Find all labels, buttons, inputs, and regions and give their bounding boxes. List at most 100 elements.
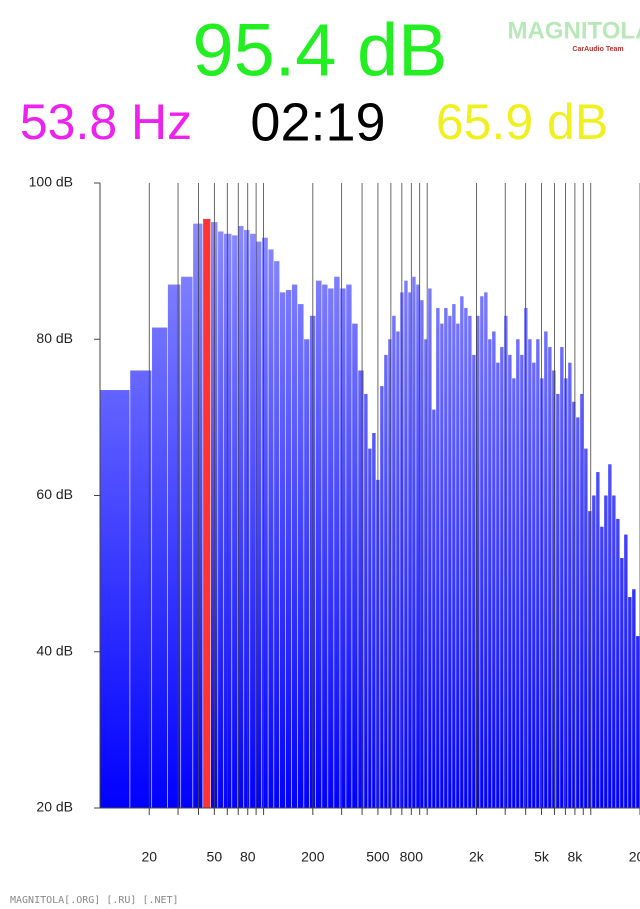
bar — [496, 362, 500, 808]
bar — [456, 323, 460, 808]
bar — [388, 339, 392, 808]
bar — [592, 495, 596, 808]
bar — [552, 370, 556, 808]
bar — [444, 308, 448, 808]
bar — [536, 339, 540, 808]
bar — [315, 280, 322, 808]
y-tick-label: 80 dB — [36, 330, 73, 346]
bar — [238, 225, 244, 808]
bar — [556, 393, 560, 808]
bar — [508, 354, 512, 808]
bar — [472, 354, 476, 808]
logo: MAGNITOLA — [508, 17, 640, 44]
bar — [480, 296, 484, 808]
bar — [396, 331, 400, 808]
bar — [600, 526, 604, 808]
bar — [424, 339, 428, 808]
bar — [448, 315, 452, 808]
bar — [436, 308, 440, 808]
bar — [297, 304, 304, 808]
bar — [564, 378, 568, 808]
bar — [352, 323, 358, 808]
bar — [464, 308, 468, 808]
bar — [532, 362, 536, 808]
x-tick-label: 200 — [301, 849, 325, 865]
bar — [528, 339, 532, 808]
y-tick-label: 60 dB — [36, 486, 73, 502]
x-tick-label: 500 — [366, 849, 390, 865]
bar — [516, 339, 520, 808]
x-tick-label: 50 — [207, 849, 223, 865]
logo-subtitle: CarAudio Team — [572, 46, 623, 53]
level-readout: 95.4 dB — [192, 9, 447, 92]
plot: 20 50 80 200 500 800 2k 5k 8k 20k 20 dB 40 dB 60 dB 8… — [29, 174, 640, 865]
bar — [346, 284, 352, 808]
bar — [452, 304, 456, 808]
bar — [256, 241, 262, 808]
bar — [580, 393, 584, 808]
bar — [392, 315, 396, 808]
bar — [616, 518, 620, 808]
bar — [322, 284, 328, 808]
bar — [636, 636, 640, 808]
bar — [572, 401, 576, 808]
bar — [604, 495, 608, 808]
bar — [285, 290, 292, 808]
bar — [568, 362, 572, 808]
bar — [334, 276, 340, 808]
bar — [548, 347, 552, 808]
bar — [203, 218, 211, 808]
bar — [244, 229, 250, 808]
x-tick-label: 8k — [568, 849, 584, 865]
bar — [624, 534, 628, 808]
bar — [404, 280, 408, 808]
bar — [193, 223, 203, 808]
x-tick-label: 80 — [240, 849, 256, 865]
bar — [560, 347, 564, 808]
bar — [372, 433, 376, 808]
bar — [250, 233, 256, 808]
bar — [130, 370, 152, 808]
bar — [368, 448, 372, 808]
bar — [428, 288, 432, 808]
x-tick-label: 5k — [534, 849, 550, 865]
peak-frequency: 53.8 Hz — [20, 94, 192, 150]
bar — [291, 284, 298, 808]
bar — [280, 292, 286, 808]
bar — [181, 276, 193, 808]
bar — [100, 390, 130, 808]
bar — [476, 315, 480, 808]
bar — [440, 323, 444, 808]
bar — [492, 331, 496, 808]
bar — [620, 558, 624, 808]
elapsed-time: 02:19 — [250, 92, 385, 152]
bar — [380, 386, 384, 808]
bar — [218, 231, 224, 808]
bar — [167, 284, 181, 808]
bar — [488, 339, 492, 808]
y-tick-label: 20 dB — [36, 799, 73, 815]
x-tick-label: 800 — [400, 849, 424, 865]
bar — [468, 315, 472, 808]
bar — [152, 327, 168, 808]
bar — [420, 300, 424, 808]
bar — [232, 235, 238, 808]
y-tick-label: 40 dB — [36, 642, 73, 658]
bar — [432, 409, 436, 808]
bar — [628, 597, 632, 808]
y-tick-label: 100 dB — [29, 174, 73, 190]
bar — [304, 339, 310, 808]
bar — [588, 511, 592, 808]
bar — [512, 378, 516, 808]
bar — [504, 315, 508, 808]
bar — [500, 347, 504, 808]
bar — [544, 331, 548, 808]
peak-level: 65.9 dB — [436, 94, 608, 150]
bar — [632, 589, 636, 808]
footer: MAGNITOLA[.ORG] [.RU] [.NET] — [10, 895, 179, 906]
bar — [274, 261, 280, 808]
bar — [408, 292, 412, 808]
x-tick-label: 20k — [629, 849, 640, 865]
x-tick-label: 2k — [469, 849, 485, 865]
